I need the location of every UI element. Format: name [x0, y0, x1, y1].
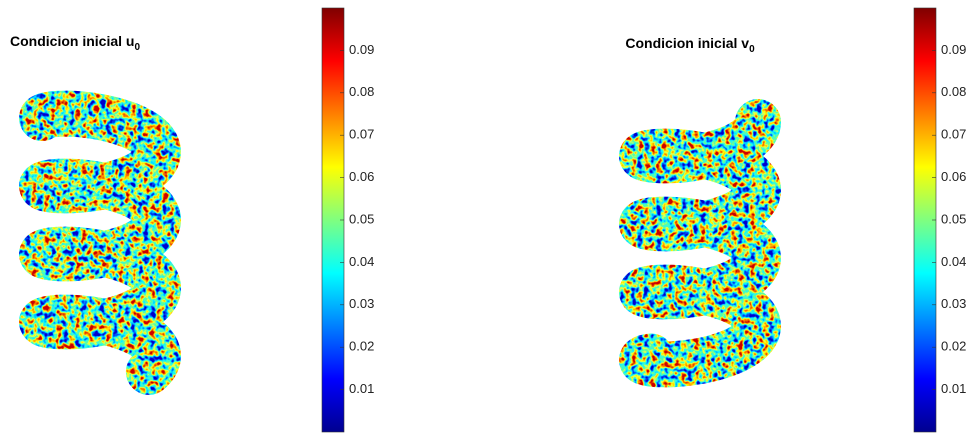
chart-title: Condicion inicial u0	[10, 33, 140, 53]
colorbar-tick-label: 0.09	[941, 42, 966, 57]
colorbar-tick-label: 0.02	[349, 339, 374, 354]
colorbar-tick-label: 0.05	[349, 211, 374, 226]
surface	[19, 90, 181, 395]
title-subscript: 0	[134, 42, 140, 53]
colorbar-tick-label: 0.09	[349, 42, 374, 57]
colorbar-tick-label: 0.07	[349, 127, 374, 142]
colorbar-tick-label: 0.02	[941, 339, 966, 354]
colorbar-tick-label: 0.03	[349, 296, 374, 311]
colorbar-tick-label: 0.01	[941, 381, 966, 396]
colorbar-tick-label: 0.07	[941, 127, 966, 142]
chart-title: Condicion inicial v0	[625, 35, 755, 55]
title-text: Condicion inicial u	[10, 33, 134, 49]
colorbar-tick-label: 0.06	[941, 169, 966, 184]
colorbar-tick-label: 0.05	[941, 211, 966, 226]
colorbar-tick-label: 0.08	[349, 84, 374, 99]
surface	[619, 99, 781, 388]
helix-tube	[19, 90, 181, 395]
colorbar-tick-label: 0.03	[941, 296, 966, 311]
colorbar-tick-label: 0.06	[349, 169, 374, 184]
colorbar-tick-label: 0.04	[349, 254, 374, 269]
colorbar-tick-label: 0.08	[941, 84, 966, 99]
colorbar-tick-label: 0.01	[349, 381, 374, 396]
colorbar-tick-label: 0.04	[941, 254, 966, 269]
helix-tube	[619, 99, 781, 388]
title-subscript: 0	[749, 44, 755, 55]
title-text: Condicion inicial v	[625, 35, 749, 51]
